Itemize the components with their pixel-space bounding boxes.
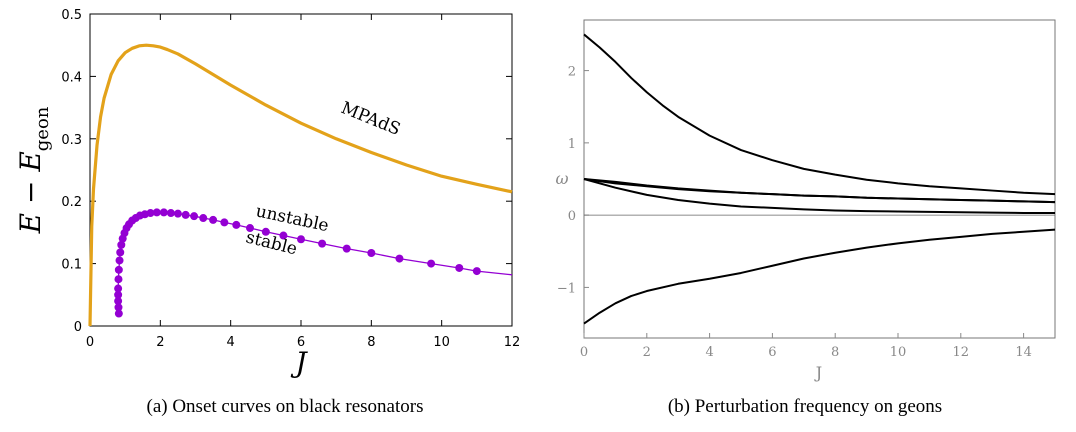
x-tick-label: 0 (86, 335, 94, 350)
caption-a: (a) Onset curves on black resonators (146, 396, 424, 417)
onset-point (114, 275, 123, 284)
onset-point (395, 254, 404, 263)
onset-point (114, 303, 123, 312)
onset-point (166, 209, 175, 218)
caption-b: (b) Perturbation frequency on geons (667, 396, 943, 417)
onset-point (279, 231, 288, 240)
onset-point (297, 235, 305, 244)
x-tick-label: 2 (643, 345, 651, 360)
onset-point (199, 214, 208, 223)
y-tick-label: 0.5 (61, 8, 82, 23)
onset-point (115, 256, 124, 265)
stable-label: stable (244, 227, 299, 259)
onset-point (114, 309, 123, 318)
onset-point (190, 212, 199, 221)
y-axis-label-main: E − E (14, 151, 47, 234)
onset-point (318, 239, 327, 248)
x-tick-label: 12 (504, 335, 521, 350)
y-tick-label: 2 (568, 65, 576, 80)
x-axis-label: J (290, 346, 308, 379)
x-tick-label: 10 (433, 335, 450, 350)
plot-frame (583, 19, 1056, 339)
y-tick-label: 1 (568, 137, 576, 152)
onset-point (367, 248, 376, 257)
x-tick-label: 6 (768, 345, 776, 360)
onset-point (114, 290, 123, 299)
onset-point (152, 208, 161, 217)
onset-point (116, 248, 125, 257)
onset-point (159, 208, 168, 217)
x-tick-label: 8 (831, 345, 839, 360)
x-tick-label: 8 (367, 335, 375, 350)
onset-curves-chart: 0 2 4 6 8 10 12 0 0.1 0.2 0.3 0.4 0.5 J E − Egeon MP… (14, 8, 521, 379)
x-tick-label: 4 (227, 335, 235, 350)
onset-point (181, 210, 190, 219)
perturbation-frequency-chart: 0 2 4 6 8 10 12 14 −1 0 1 2 J ω (540, 0, 1076, 432)
onset-point (146, 209, 155, 218)
frequency-curve-5 (583, 228, 1056, 325)
y-tick-label: 0.3 (61, 133, 82, 148)
mpads-label: MPAdS (338, 98, 403, 140)
plot-frame (89, 13, 513, 327)
y-tick-label: 0 (74, 320, 82, 335)
svg-text:E − Egeon: E − Egeon (14, 106, 53, 234)
y-tick-label: 0.1 (61, 258, 82, 273)
x-tick-label: 10 (890, 345, 907, 360)
frequency-curve-4 (583, 178, 1055, 214)
x-tick-label: 14 (1015, 345, 1032, 360)
x-axis-label: J (814, 363, 822, 382)
onset-point (261, 227, 270, 236)
mpads-curve (88, 43, 513, 327)
onset-point (117, 240, 126, 249)
onset-point (246, 224, 255, 233)
onset-point (427, 259, 436, 268)
onset-point (472, 267, 481, 276)
onset-point (342, 244, 351, 253)
frequency-curve-3 (583, 178, 1056, 204)
y-tick-label: 0.2 (61, 195, 82, 210)
x-tick-label: 2 (156, 335, 164, 350)
x-tick-label: 6 (297, 335, 305, 350)
onset-point (220, 218, 229, 227)
y-axis-label: E − Egeon (14, 106, 53, 234)
onset-point (455, 263, 464, 272)
x-tick-label: 12 (953, 345, 970, 360)
onset-point (209, 215, 218, 224)
onset-point (232, 220, 241, 229)
y-axis-label-sub: geon (32, 106, 53, 151)
y-tick-label: −1 (557, 281, 576, 296)
onset-point (173, 209, 182, 218)
onset-point (114, 265, 123, 274)
onset-point (114, 297, 123, 306)
x-tick-label: 0 (580, 345, 588, 360)
x-tick-label: 4 (705, 345, 713, 360)
y-tick-label: 0.4 (61, 70, 82, 85)
y-tick-label: 0 (568, 209, 576, 224)
frequency-curve-1 (583, 33, 1056, 196)
y-axis-label: ω (555, 169, 568, 188)
onset-point (114, 284, 123, 293)
onset-curves-plot: 0 2 4 6 8 10 12 0 0.1 0.2 0.3 0.4 0.5 J E − Egeon MP… (14, 8, 521, 379)
